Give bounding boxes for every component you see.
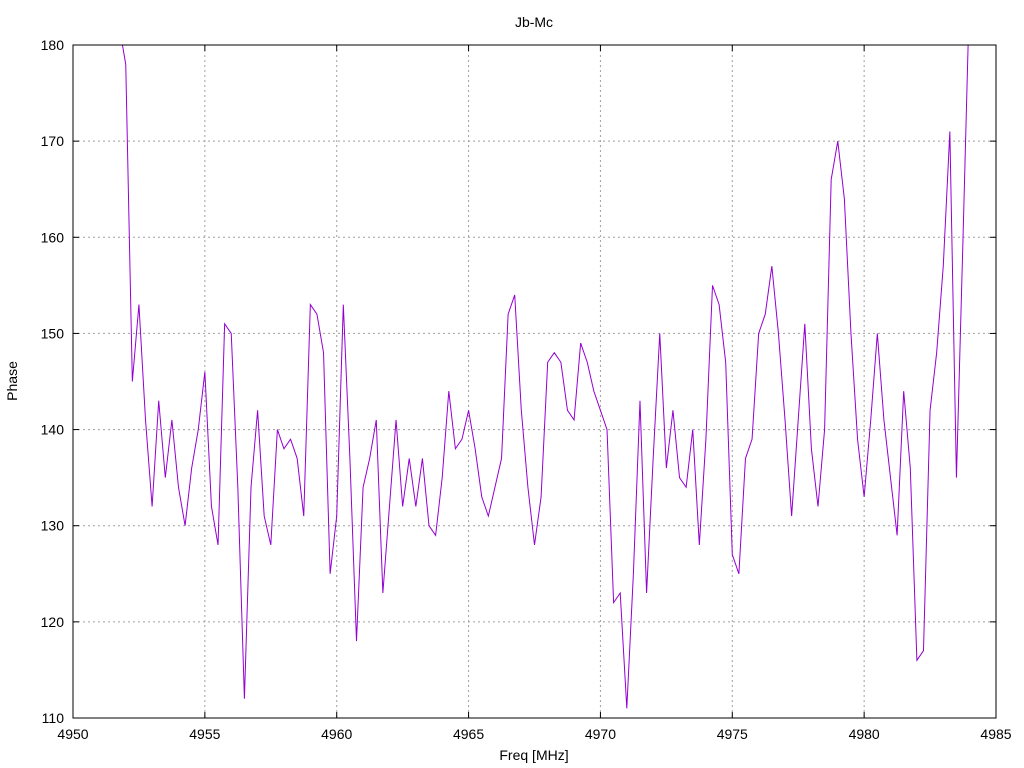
y-tick-label: 110 [42,710,65,726]
x-tick-label: 4975 [717,726,748,742]
x-tick-label: 4960 [321,726,352,742]
y-tick-label: 180 [41,37,65,53]
y-tick-label: 140 [41,422,65,438]
y-tick-label: 150 [41,325,65,341]
axis-layer: 4950 4955 4960 4965 4970 4975 4980 4985 110 120 13… [41,37,1012,742]
series-line [121,45,969,709]
grid-layer [73,45,996,718]
y-axis-title: Phase [4,361,20,401]
y-tick-label: 130 [41,518,65,534]
x-tick-label: 4970 [585,726,616,742]
plot-border [72,44,997,719]
y-tick-label: 160 [41,229,65,245]
x-tick-label: 4950 [57,726,88,742]
y-tick-label: 170 [41,133,65,149]
chart-title: Jb-Mc [515,14,553,30]
x-tick-label: 4955 [189,726,220,742]
x-tick-label: 4965 [453,726,484,742]
series-layer [121,45,969,709]
x-tick-label: 4985 [980,726,1011,742]
x-tick-label: 4980 [849,726,880,742]
x-axis-title: Freq [MHz] [499,747,568,763]
y-tick-label: 120 [41,614,65,630]
